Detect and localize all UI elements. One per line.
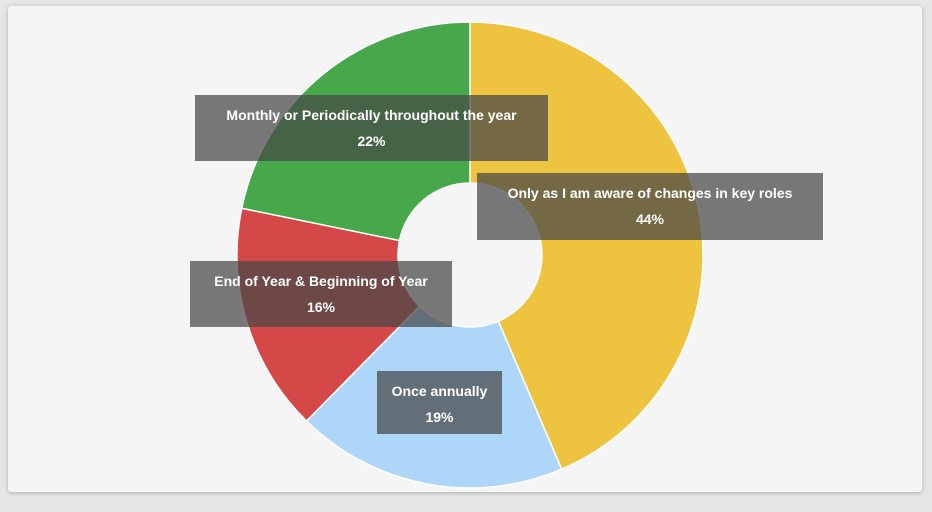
data-label-box	[190, 261, 452, 327]
donut-chart: Only as I am aware of changes in key rol…	[190, 21, 823, 489]
slice-value-label: 44%	[636, 211, 665, 227]
data-label-3: End of Year & Beginning of Year 16%	[190, 261, 452, 327]
slice-value-label: 22%	[357, 133, 386, 149]
data-label-4: Monthly or Periodically throughout the y…	[195, 95, 548, 161]
data-label-box	[377, 371, 502, 434]
slice-category-label: Once annually	[392, 383, 488, 399]
slice-value-label: 16%	[307, 299, 336, 315]
data-label-box	[477, 173, 823, 240]
data-label-box	[195, 95, 548, 161]
chart-panel: Only as I am aware of changes in key rol…	[8, 6, 922, 492]
data-label-2: Once annually 19%	[377, 371, 502, 434]
chart-labels: Only as I am aware of changes in key rol…	[190, 95, 823, 434]
slice-category-label: Only as I am aware of changes in key rol…	[508, 185, 793, 201]
data-label-1: Only as I am aware of changes in key rol…	[477, 173, 823, 240]
slice-value-label: 19%	[425, 409, 454, 425]
slice-category-label: End of Year & Beginning of Year	[214, 273, 428, 289]
slice-category-label: Monthly or Periodically throughout the y…	[226, 107, 517, 123]
